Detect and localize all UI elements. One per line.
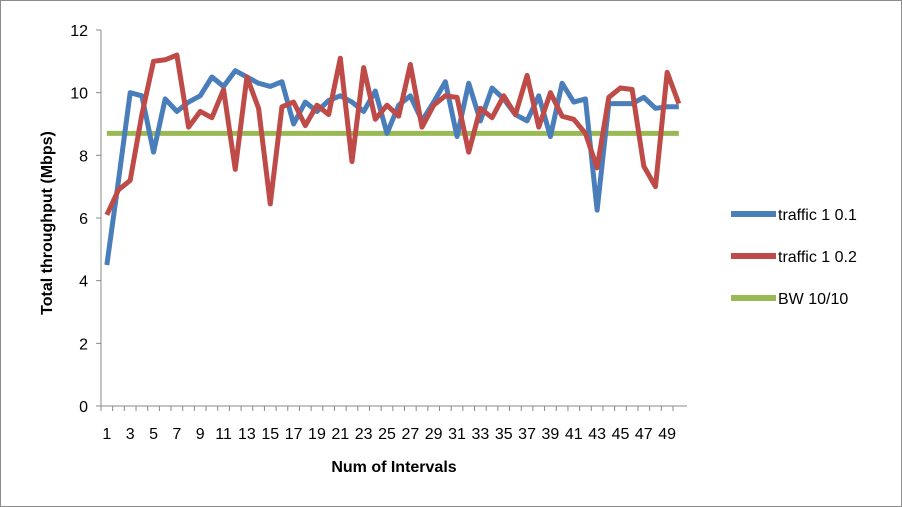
y-tick-label: 6: [79, 211, 88, 228]
series-layer: [104, 52, 682, 266]
x-tick-label: 1: [102, 426, 111, 443]
legend-label-1: traffic 1 0.1: [778, 207, 857, 224]
y-tick-label: 0: [79, 399, 88, 416]
x-tick-label: 21: [331, 426, 349, 443]
x-tick-label: 39: [542, 426, 560, 443]
y-tick-label: 10: [70, 86, 88, 103]
x-ticks: 1 3 5 7 9 11 13 15 17 19 21 23 25 27 29 31 33 35 37 39 41 43 4…: [100, 406, 676, 443]
y-tick-label: 4: [79, 274, 88, 291]
axes: [100, 30, 687, 407]
x-tick-label: 17: [285, 426, 303, 443]
x-tick-label: 3: [126, 426, 135, 443]
x-tick-label: 27: [401, 426, 419, 443]
x-tick-label: 49: [658, 426, 676, 443]
series-line-2: [104, 52, 682, 216]
x-tick-label: 43: [588, 426, 606, 443]
x-tick-label: 9: [196, 426, 205, 443]
x-tick-label: 45: [612, 426, 630, 443]
x-tick-label: 11: [215, 426, 232, 443]
x-tick-label: 33: [471, 426, 489, 443]
y-tick-label: 2: [79, 336, 88, 353]
x-tick-label: 25: [378, 426, 396, 443]
y-axis-title: Total throughput (Mbps): [39, 131, 56, 315]
legend-label-3: BW 10/10: [778, 291, 848, 308]
legend-label-2: traffic 1 0.2: [778, 249, 857, 266]
x-tick-label: 7: [172, 426, 181, 443]
y-tick-label: 8: [79, 148, 88, 165]
x-tick-label: 13: [238, 426, 256, 443]
x-tick-label: 47: [635, 426, 653, 443]
series-line-1: [104, 68, 679, 266]
x-tick-label: 29: [425, 426, 443, 443]
x-tick-label: 5: [149, 426, 158, 443]
x-tick-label: 37: [518, 426, 536, 443]
x-tick-label: 41: [565, 426, 583, 443]
x-tick-label: 15: [261, 426, 279, 443]
x-tick-label: 23: [355, 426, 373, 443]
x-tick-label: 31: [448, 426, 466, 443]
x-axis-title: Num of Intervals: [331, 459, 456, 476]
x-tick-label: 35: [495, 426, 513, 443]
y-tick-label: 12: [70, 23, 88, 40]
y-ticks: 0 2 4 6 8 10 12: [70, 23, 101, 416]
x-tick-label: 19: [308, 426, 326, 443]
legend: traffic 1 0.1 traffic 1 0.2 BW 10/10: [731, 207, 857, 308]
